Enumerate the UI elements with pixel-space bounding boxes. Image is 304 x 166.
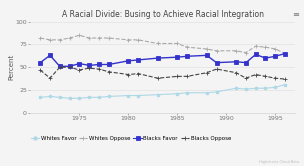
Title: A Racial Divide: Busing to Achieve Racial Integration: A Racial Divide: Busing to Achieve Racia… (62, 10, 264, 19)
Text: Highcharts.Cloud Beta: Highcharts.Cloud Beta (259, 160, 299, 164)
Text: ≡: ≡ (292, 10, 299, 19)
Legend: Whites Favor, Whites Oppose, Blacks Favor, Blacks Oppose: Whites Favor, Whites Oppose, Blacks Favo… (31, 136, 231, 141)
Y-axis label: Percent: Percent (8, 54, 14, 80)
